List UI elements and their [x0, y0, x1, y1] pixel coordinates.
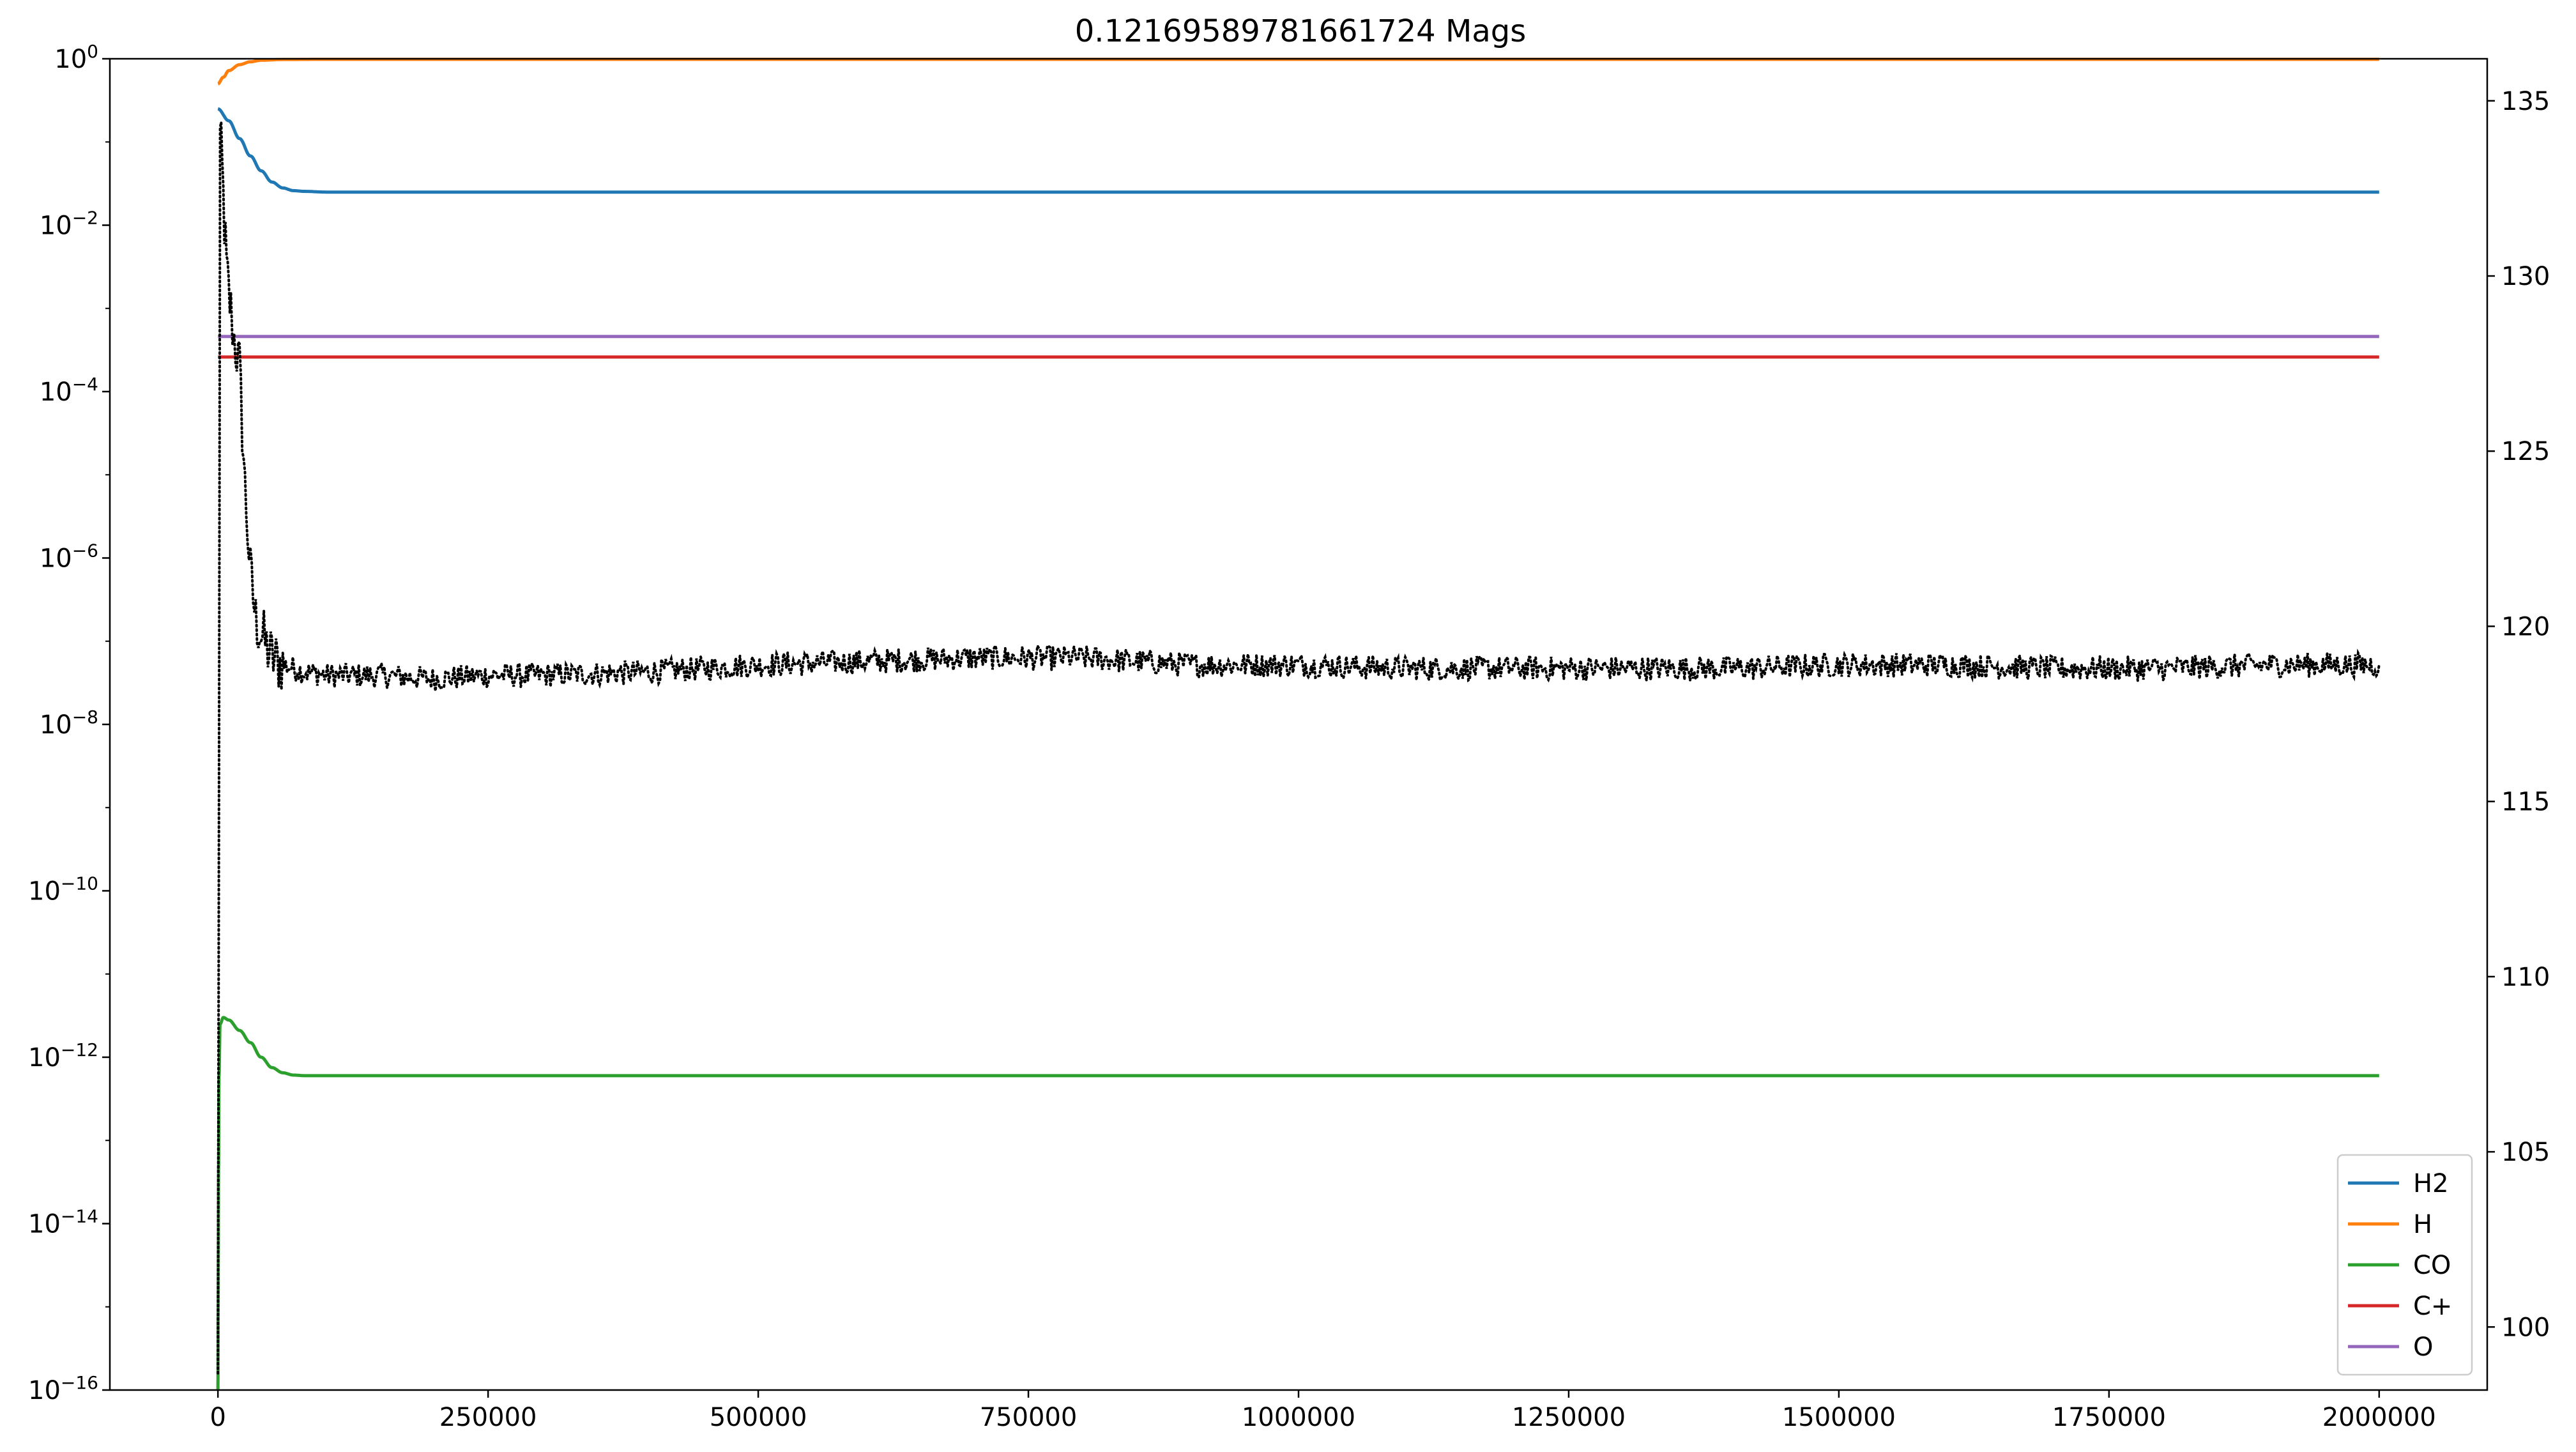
plot-background: [110, 59, 2487, 1390]
x-tick-label: 1000000: [1242, 1403, 1355, 1432]
y-tick-label: 10−6: [40, 540, 98, 574]
series-line-right-axis: [217, 121, 2381, 1375]
y-tick-label: 10−16: [28, 1372, 98, 1405]
y-tick-label: 10−4: [40, 374, 98, 407]
y-axis-right: 100 105 110 115 120 125 130 135: [2487, 87, 2550, 1342]
legend: H2 H CO C+ O: [2336, 1154, 2473, 1376]
chart-title: 0.12169589781661724 Mags: [1075, 13, 1527, 49]
y-axis-left: 100 10−2 10−4 10−6 10−8 10−10 10−12 10−14 10−16: [28, 41, 110, 1405]
x-tick-label: 750000: [980, 1403, 1078, 1432]
x-tick-label: 1750000: [2052, 1403, 2166, 1432]
series-layer: [216, 57, 2381, 1390]
x-tick-label: 0: [210, 1403, 225, 1432]
y2-tick-label: 115: [2501, 788, 2550, 817]
y-tick-label: 10−10: [28, 873, 98, 906]
x-tick-label: 1500000: [1782, 1403, 1896, 1432]
y-tick-label: 10−2: [40, 208, 98, 241]
legend-label-h2: H2: [2413, 1169, 2449, 1198]
x-tick-label: 1250000: [1512, 1403, 1626, 1432]
y2-tick-label: 125: [2501, 437, 2550, 466]
y-tick-label: 100: [54, 41, 98, 74]
x-tick-label: 500000: [710, 1403, 807, 1432]
y2-tick-label: 100: [2501, 1313, 2550, 1342]
y2-tick-label: 135: [2501, 87, 2550, 116]
y-tick-label: 10−14: [28, 1206, 98, 1239]
legend-label-h: H: [2413, 1210, 2432, 1239]
y-tick-label: 10−8: [40, 707, 98, 740]
x-tick-label: 250000: [439, 1403, 537, 1432]
legend-label-o: O: [2413, 1333, 2433, 1362]
y-tick-label: 10−12: [28, 1039, 98, 1073]
plot-area: [109, 57, 2488, 1391]
legend-label-co: CO: [2413, 1251, 2451, 1280]
x-tick-label: 2000000: [2322, 1403, 2436, 1432]
y2-tick-label: 130: [2501, 262, 2550, 291]
legend-label-c: C+: [2413, 1292, 2452, 1321]
y2-tick-label: 110: [2501, 963, 2550, 992]
y2-tick-label: 105: [2501, 1138, 2550, 1167]
y2-tick-label: 120: [2501, 612, 2550, 641]
series-line-h2: [217, 107, 2379, 194]
x-axis: 0 250000 500000 750000 1000000 1250000 1500000…: [210, 1390, 2436, 1432]
legend-box: [2336, 1154, 2473, 1376]
